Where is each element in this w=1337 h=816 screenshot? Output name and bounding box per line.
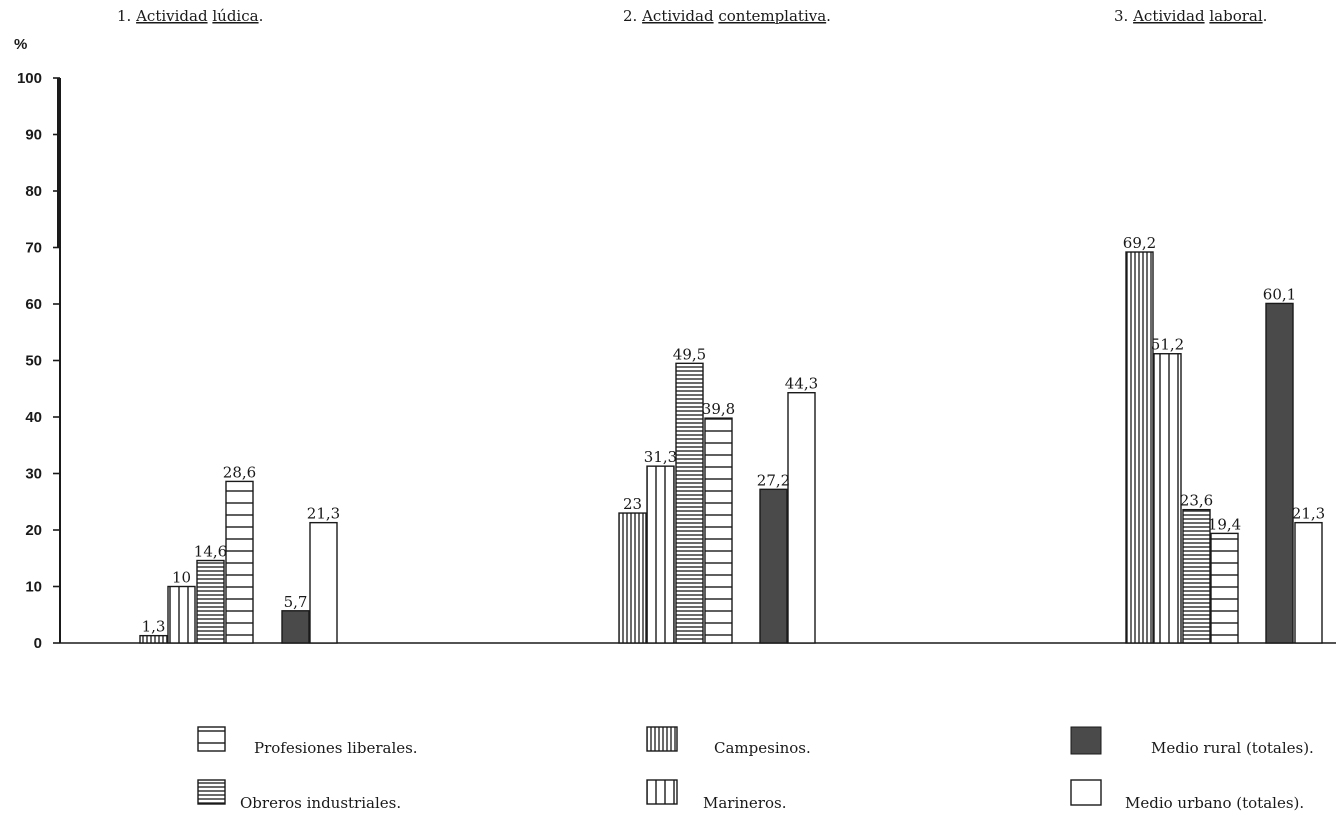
y-tick-label: 10 (25, 579, 42, 596)
y-tick-label: 20 (25, 522, 42, 539)
y-tick-label: 80 (25, 183, 42, 200)
value-label-rural-group-1: 5,7 (284, 593, 308, 611)
value-label-campesinos-group-2: 23 (623, 495, 642, 513)
value-label-urbano-group-1: 21,3 (307, 505, 340, 523)
group-title-1: 1. Actividad lúdica. (117, 7, 263, 25)
legend-item-obreros: Obreros industriales. (197, 779, 401, 812)
bar-profesiones-group-1 (225, 480, 254, 644)
bar-marineros-group-1 (167, 585, 196, 644)
bar-obreros-group-3 (1182, 508, 1211, 644)
value-label-profesiones-group-2: 39,8 (702, 400, 735, 418)
bar-rural-group-2 (759, 488, 788, 644)
legend-swatch-urbano (1070, 779, 1102, 806)
value-label-rural-group-2: 27,2 (757, 471, 790, 489)
value-label-marineros-group-3: 51,2 (1151, 336, 1184, 354)
legend-swatch-rural (1070, 726, 1102, 755)
y-tick-label: 70 (25, 240, 42, 257)
value-label-marineros-group-1: 10 (172, 569, 191, 587)
legend-label-campesinos: Campesinos. (714, 739, 811, 757)
group-titles: 1. Actividad lúdica. 2. Actividad contem… (117, 7, 1267, 25)
value-label-obreros-group-2: 49,5 (673, 345, 706, 363)
y-tick-label: 90 (25, 127, 42, 144)
bar-urbano-group-1 (309, 521, 338, 644)
value-label-campesinos-group-1: 1,3 (142, 618, 166, 636)
value-label-urbano-group-2: 44,3 (785, 375, 818, 393)
bar-obreros-group-1 (196, 559, 225, 644)
bar-profesiones-group-2 (704, 417, 733, 644)
legend-item-rural: Medio rural (totales). (1070, 726, 1314, 757)
legend-item-marineros: Marineros. (646, 779, 786, 812)
legend-swatch-profesiones (197, 726, 226, 752)
legend-label-urbano: Medio urbano (totales). (1125, 794, 1304, 812)
value-label-campesinos-group-3: 69,2 (1123, 234, 1156, 252)
bar-profesiones-group-3 (1210, 532, 1239, 644)
legend-item-campesinos: Campesinos. (646, 726, 811, 757)
bars (139, 251, 1323, 644)
bar-campesinos-group-1 (139, 634, 168, 644)
legend-label-marineros: Marineros. (703, 794, 786, 812)
bar-urbano-group-3 (1294, 521, 1323, 644)
bar-marineros-group-3 (1153, 353, 1182, 644)
value-label-rural-group-3: 60,1 (1263, 285, 1296, 303)
bar-urbano-group-2 (787, 392, 816, 644)
legend-label-rural: Medio rural (totales). (1151, 739, 1314, 757)
legend-label-obreros: Obreros industriales. (240, 794, 401, 812)
legend-swatch-obreros (197, 779, 226, 805)
y-tick-label: 100 (17, 70, 42, 87)
y-tick-label: 60 (25, 296, 42, 313)
legend: Profesiones liberales. Obreros industria… (197, 726, 1314, 812)
value-label-marineros-group-2: 31,3 (644, 448, 677, 466)
bar-campesinos-group-3 (1125, 251, 1154, 644)
value-label-urbano-group-3: 21,3 (1292, 505, 1325, 523)
value-label-obreros-group-3: 23,6 (1180, 492, 1213, 510)
bar-rural-group-1 (281, 610, 310, 644)
legend-swatch-campesinos (646, 726, 678, 752)
value-label-profesiones-group-3: 19,4 (1208, 515, 1241, 533)
legend-label-profesiones: Profesiones liberales. (254, 739, 418, 757)
bar-obreros-group-2 (675, 362, 704, 644)
value-label-obreros-group-1: 14,6 (194, 543, 227, 561)
y-tick-label: 0 (34, 635, 42, 652)
bar-marineros-group-2 (646, 465, 675, 644)
legend-item-profesiones: Profesiones liberales. (197, 726, 418, 757)
legend-item-urbano: Medio urbano (totales). (1070, 779, 1304, 812)
y-unit-label: % (14, 36, 27, 53)
y-tick-label: 40 (25, 409, 42, 426)
value-label-profesiones-group-1: 28,6 (223, 463, 256, 481)
bar-campesinos-group-2 (618, 512, 647, 644)
group-title-2: 2. Actividad contemplativa. (623, 7, 831, 25)
group-title-3: 3. Actividad laboral. (1114, 7, 1267, 25)
y-tick-label: 30 (25, 466, 42, 483)
y-tick-label: 50 (25, 353, 42, 370)
y-ticks: 0 10 20 30 40 50 60 70 80 90 100 (17, 70, 60, 652)
legend-swatch-marineros (646, 779, 678, 805)
y-axis-ink-mark (57, 78, 60, 248)
bar-rural-group-3 (1265, 302, 1294, 644)
